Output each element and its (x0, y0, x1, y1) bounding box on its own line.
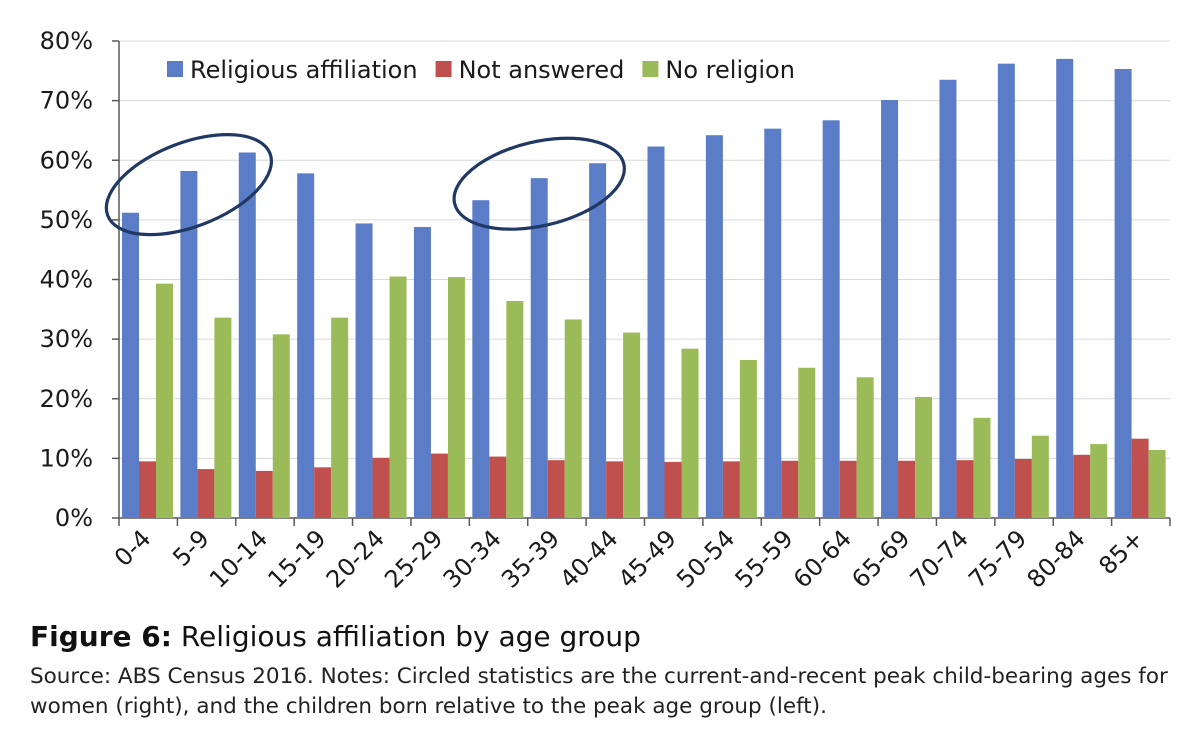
bar-religious-affiliation (413, 227, 431, 518)
bar-not-answered (1131, 438, 1149, 518)
y-tick-label: 40% (40, 266, 93, 294)
x-tick-label: 40-44 (554, 524, 623, 593)
bar-not-answered (898, 460, 916, 518)
bar-religious-affiliation (705, 135, 723, 518)
bar-not-answered (1014, 458, 1032, 518)
x-tick-label: 15-19 (262, 524, 331, 593)
x-tick-label: 60-64 (788, 524, 857, 593)
bar-not-answered (1073, 454, 1091, 518)
bar-no-religion (1148, 450, 1166, 518)
bar-religious-affiliation (647, 146, 665, 518)
x-tick-label: 70-74 (905, 524, 974, 593)
bar-no-religion (389, 276, 407, 518)
x-tick-label: 75-79 (963, 524, 1032, 593)
x-tick-label: 20-24 (321, 524, 390, 593)
bar-religious-affiliation (472, 200, 490, 519)
y-tick-label: 80% (40, 27, 93, 55)
bar-religious-affiliation (530, 178, 548, 518)
bar-no-religion (331, 317, 349, 518)
legend-label: Religious affiliation (190, 56, 418, 84)
legend-label: No religion (665, 56, 795, 84)
bar-not-answered (956, 460, 974, 518)
bar-religious-affiliation (1114, 69, 1132, 519)
legend-swatch (642, 61, 659, 77)
bar-no-religion (214, 317, 232, 518)
x-tick-label: 80-84 (1022, 524, 1091, 593)
y-tick-label: 60% (40, 146, 93, 174)
bar-religious-affiliation (939, 79, 957, 518)
bar-no-religion (1090, 444, 1108, 518)
x-tick-label: 65-69 (846, 524, 915, 593)
x-tick-label: 85+ (1093, 524, 1149, 580)
x-tick-label: 10-14 (204, 524, 273, 593)
bar-religious-affiliation (881, 100, 899, 518)
x-tick-label: 30-34 (438, 524, 507, 593)
bar-no-religion (623, 332, 641, 518)
bar-not-answered (489, 456, 507, 518)
legend-label: Not answered (459, 56, 625, 84)
bar-religious-affiliation (122, 212, 139, 518)
bar-not-answered (664, 461, 682, 518)
figure-label: Figure 6: (30, 620, 172, 653)
bar-no-religion (447, 277, 465, 518)
bar-religious-affiliation (355, 223, 373, 518)
x-tick-label: 45-49 (613, 524, 682, 593)
bar-not-answered (722, 461, 740, 518)
annotation-ellipse (104, 133, 274, 237)
bar-no-religion (564, 319, 582, 518)
bar-chart: 0% 10% 20% 30% 40% 50% 60% 70% 80% 0-4 5-910-1415-… (40, 27, 1171, 594)
bar-not-answered (197, 469, 215, 518)
bar-no-religion (1031, 435, 1049, 518)
bar-not-answered (606, 461, 624, 518)
figure-caption: Figure 6: Religious affiliation by age g… (30, 618, 1180, 722)
bar-not-answered (372, 457, 390, 518)
x-tick-label: 35-39 (496, 524, 565, 593)
bar-no-religion (739, 359, 757, 518)
bar-no-religion (915, 396, 933, 518)
bar-no-religion (156, 283, 173, 518)
bar-not-answered (839, 460, 857, 518)
annotation-ellipse (452, 136, 626, 231)
bar-not-answered (547, 460, 565, 518)
bar-religious-affiliation (822, 120, 840, 519)
bar-no-religion (506, 300, 524, 518)
y-tick-label: 20% (40, 385, 93, 413)
y-tick-label: 70% (40, 87, 93, 115)
bar-not-answered (781, 460, 799, 518)
y-tick-label: 10% (40, 444, 93, 472)
figure-source-note: Source: ABS Census 2016. Notes: Circled … (30, 664, 1168, 719)
bar-not-answered (139, 461, 156, 518)
bar-religious-affiliation (180, 170, 198, 519)
x-tick-label: 50-54 (671, 524, 740, 593)
bar-not-answered (255, 470, 273, 518)
bar-religious-affiliation (997, 63, 1015, 518)
bar-religious-affiliation (1056, 58, 1074, 518)
bar-religious-affiliation (238, 152, 256, 518)
x-tick-label: 55-59 (730, 524, 799, 593)
bar-religious-affiliation (589, 163, 607, 518)
y-tick-label: 50% (40, 206, 93, 234)
bar-religious-affiliation (297, 173, 315, 518)
bar-not-answered (314, 467, 332, 518)
legend-swatch (435, 61, 452, 77)
bar-no-religion (973, 417, 991, 518)
bar-not-answered (430, 453, 448, 518)
bar-no-religion (798, 367, 816, 518)
y-tick-label: 0% (55, 504, 93, 532)
bar-no-religion (681, 348, 699, 518)
x-tick-label: 0-4 (109, 524, 157, 572)
y-tick-label: 30% (40, 325, 93, 353)
bar-no-religion (856, 377, 874, 518)
figure-title: Figure 6: Religious affiliation by age g… (30, 618, 1180, 656)
x-tick-label: 25-29 (379, 524, 448, 593)
legend-swatch (167, 61, 183, 77)
figure-title-text: Religious affiliation by age group (171, 620, 641, 653)
x-tick-label: 5-9 (167, 524, 215, 572)
bar-religious-affiliation (764, 128, 782, 518)
bar-no-religion (272, 334, 290, 518)
